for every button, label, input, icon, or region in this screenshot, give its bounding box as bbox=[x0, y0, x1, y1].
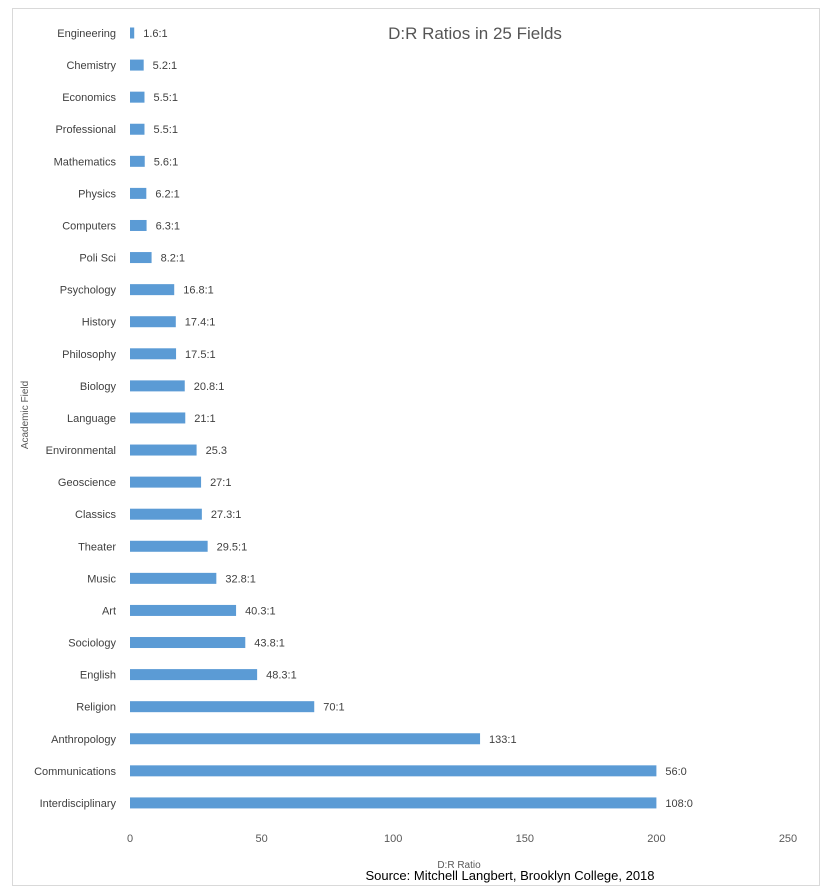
bar-mathematics bbox=[130, 155, 145, 167]
data-label-computers: 6.3:1 bbox=[156, 220, 180, 232]
x-tick-0: 0 bbox=[127, 833, 133, 845]
category-label-philosophy: Philosophy bbox=[62, 349, 116, 361]
category-label-engineering: Engineering bbox=[57, 28, 116, 40]
data-label-music: 32.8:1 bbox=[225, 573, 256, 585]
bar-art bbox=[130, 604, 237, 616]
data-label-geoscience: 27:1 bbox=[210, 477, 231, 489]
bar-psychology bbox=[130, 284, 175, 296]
category-label-physics: Physics bbox=[78, 188, 116, 200]
x-axis-label: D:R Ratio bbox=[437, 860, 481, 871]
bars bbox=[130, 27, 657, 809]
data-label-theater: 29.5:1 bbox=[217, 541, 248, 553]
bar-history bbox=[130, 316, 176, 328]
data-label-language: 21:1 bbox=[194, 413, 215, 425]
data-label-interdisciplinary: 108:0 bbox=[665, 798, 693, 810]
category-label-chemistry: Chemistry bbox=[66, 60, 116, 72]
data-label-history: 17.4:1 bbox=[185, 317, 216, 329]
category-label-psychology: Psychology bbox=[60, 285, 117, 297]
category-label-computers: Computers bbox=[62, 220, 116, 232]
category-label-english: English bbox=[80, 670, 116, 682]
data-label-english: 48.3:1 bbox=[266, 670, 297, 682]
data-labels: 1.6:1 5.2:1 5.5:1 5.5:1 5.6:1 6.2:1 6.3:1 8.2:1… bbox=[143, 28, 693, 810]
category-label-geoscience: Geoscience bbox=[58, 477, 116, 489]
bar-language bbox=[130, 412, 186, 424]
data-label-classics: 27.3:1 bbox=[211, 509, 242, 521]
chart-title: D:R Ratios in 25 Fields bbox=[388, 24, 562, 43]
category-label-classics: Classics bbox=[75, 509, 116, 521]
bar-physics bbox=[130, 187, 147, 199]
category-label-professional: Professional bbox=[55, 124, 116, 136]
category-label-art: Art bbox=[102, 605, 116, 617]
bar-religion bbox=[130, 701, 315, 713]
x-tick-150: 150 bbox=[516, 833, 534, 845]
category-label-music: Music bbox=[87, 573, 116, 585]
bar-engineering bbox=[130, 27, 135, 39]
bar-english bbox=[130, 669, 258, 681]
data-label-chemistry: 5.2:1 bbox=[153, 60, 177, 72]
category-label-economics: Economics bbox=[62, 92, 116, 104]
bar-geoscience bbox=[130, 476, 202, 488]
y-axis-label: Academic Field bbox=[20, 381, 31, 449]
bar-classics bbox=[130, 508, 202, 520]
x-tick-250: 250 bbox=[779, 833, 797, 845]
x-tick-100: 100 bbox=[384, 833, 402, 845]
data-label-mathematics: 5.6:1 bbox=[154, 156, 178, 168]
bar-environmental bbox=[130, 444, 197, 456]
bar-poli-sci bbox=[130, 252, 152, 264]
category-labels: Engineering Chemistry Economics Professiona… bbox=[34, 28, 116, 810]
category-label-mathematics: Mathematics bbox=[54, 156, 117, 168]
data-label-art: 40.3:1 bbox=[245, 605, 276, 617]
x-axis-ticks: 0 50 100 150 200 250 bbox=[127, 833, 797, 845]
category-label-communications: Communications bbox=[34, 766, 116, 778]
bar-sociology bbox=[130, 637, 246, 649]
bar-chemistry bbox=[130, 59, 144, 71]
category-label-language: Language bbox=[67, 413, 116, 425]
category-label-sociology: Sociology bbox=[68, 638, 116, 650]
bar-communications bbox=[130, 765, 657, 777]
bar-computers bbox=[130, 219, 147, 231]
category-label-environmental: Environmental bbox=[46, 445, 116, 457]
source-note: Source: Mitchell Langbert, Brooklyn Coll… bbox=[365, 868, 654, 883]
data-label-environmental: 25.3 bbox=[206, 445, 227, 457]
bar-professional bbox=[130, 123, 145, 135]
category-label-biology: Biology bbox=[80, 381, 117, 393]
data-label-anthropology: 133:1 bbox=[489, 734, 517, 746]
bar-theater bbox=[130, 540, 208, 552]
data-label-religion: 70:1 bbox=[323, 702, 344, 714]
data-label-physics: 6.2:1 bbox=[155, 188, 179, 200]
x-tick-200: 200 bbox=[647, 833, 665, 845]
category-label-poli-sci: Poli Sci bbox=[79, 253, 116, 265]
category-label-anthropology: Anthropology bbox=[51, 734, 116, 746]
bar-philosophy bbox=[130, 348, 177, 360]
data-label-communications: 56:0 bbox=[665, 766, 686, 778]
data-label-biology: 20.8:1 bbox=[194, 381, 225, 393]
bar-interdisciplinary bbox=[130, 797, 657, 809]
bar-economics bbox=[130, 91, 145, 103]
bar-music bbox=[130, 572, 217, 584]
category-label-interdisciplinary: Interdisciplinary bbox=[40, 798, 117, 810]
data-label-philosophy: 17.5:1 bbox=[185, 349, 216, 361]
category-label-religion: Religion bbox=[76, 702, 116, 714]
category-label-history: History bbox=[82, 317, 117, 329]
data-label-poli-sci: 8.2:1 bbox=[161, 253, 185, 265]
bar-biology bbox=[130, 380, 185, 392]
data-label-psychology: 16.8:1 bbox=[183, 285, 214, 297]
data-label-sociology: 43.8:1 bbox=[254, 638, 285, 650]
x-tick-50: 50 bbox=[255, 833, 267, 845]
category-label-theater: Theater bbox=[78, 541, 116, 553]
data-label-engineering: 1.6:1 bbox=[143, 28, 167, 40]
data-label-economics: 5.5:1 bbox=[153, 92, 177, 104]
bar-anthropology bbox=[130, 733, 481, 745]
data-label-professional: 5.5:1 bbox=[153, 124, 177, 136]
